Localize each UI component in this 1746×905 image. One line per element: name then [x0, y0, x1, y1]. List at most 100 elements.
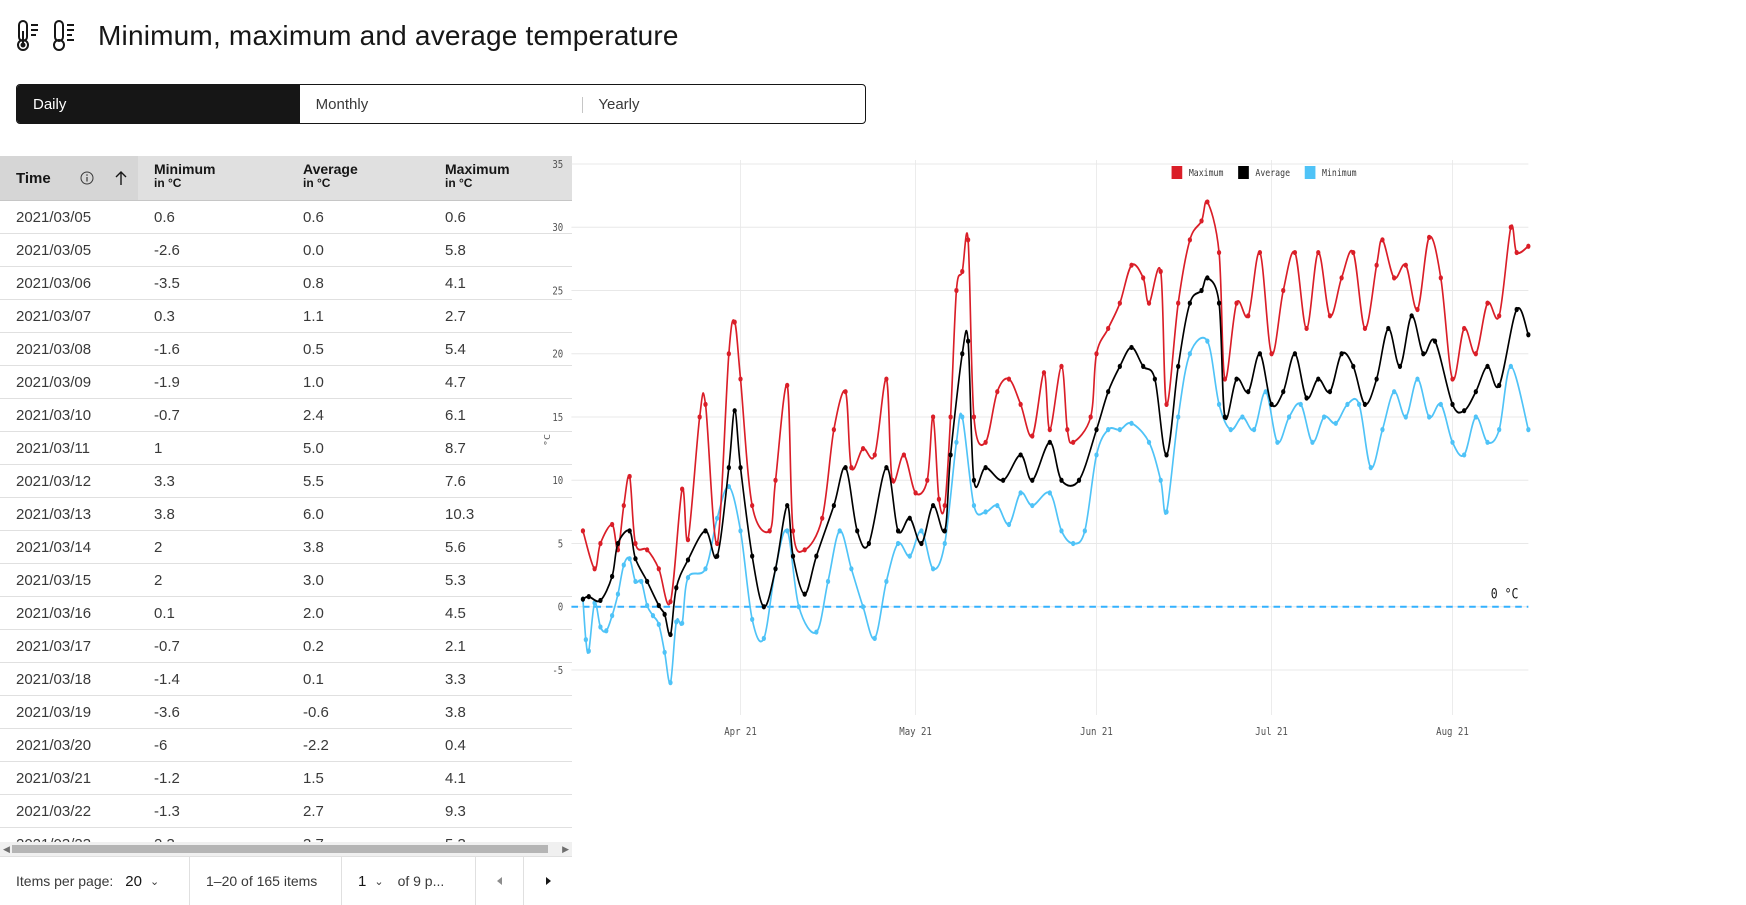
data-point-maximum	[901, 452, 907, 458]
column-header-average[interactable]: Average in °C	[287, 156, 429, 200]
table-row[interactable]: 2021/03/12 3.3 5.5 7.6	[0, 465, 572, 498]
table-row[interactable]: 2021/03/11 1 5.0 8.7	[0, 432, 572, 465]
chevron-down-icon[interactable]: ⌄	[149, 875, 160, 888]
data-point-minimum	[586, 648, 591, 654]
data-point-average	[1106, 389, 1111, 395]
table-row[interactable]: 2021/03/22 -1.3 2.7 9.3	[0, 795, 572, 828]
data-point-average	[843, 465, 848, 471]
data-point-maximum	[1018, 401, 1023, 407]
table-row[interactable]: 2021/03/19 -3.6 -0.6 3.8	[0, 696, 572, 729]
data-point-minimum	[627, 556, 632, 562]
tab-yearly[interactable]: Yearly	[582, 85, 865, 123]
cell-maximum: 4.1	[445, 274, 466, 292]
column-header-time[interactable]: Time	[0, 156, 138, 200]
table-row[interactable]: 2021/03/08 -1.6 0.5 5.4	[0, 333, 572, 366]
tab-monthly[interactable]: Monthly	[315, 95, 369, 113]
table-row[interactable]: 2021/03/13 3.8 6.0 10.3	[0, 498, 572, 531]
table-row[interactable]: 2021/03/10 -0.7 2.4 6.1	[0, 399, 572, 432]
data-point-minimum	[1006, 521, 1012, 528]
tab-daily[interactable]: Daily	[17, 85, 300, 123]
cell-time: 2021/03/14	[16, 538, 92, 556]
data-point-average	[1450, 401, 1455, 407]
column-header-maximum[interactable]: Maximum in °C	[429, 156, 572, 200]
data-point-minimum	[860, 604, 866, 610]
data-point-maximum	[1216, 249, 1222, 256]
data-point-minimum	[674, 619, 679, 625]
data-point-maximum	[1088, 414, 1093, 420]
table-row[interactable]: 2021/03/14 2 3.8 5.6	[0, 531, 572, 564]
table-row[interactable]: 2021/03/09 -1.9 1.0 4.7	[0, 366, 572, 399]
data-point-maximum	[1106, 325, 1111, 332]
legend-swatch-maximum	[1171, 166, 1183, 179]
data-point-average	[1152, 376, 1157, 382]
table-row[interactable]: 2021/03/05 -2.6 0.0 5.8	[0, 234, 572, 267]
cell-time: 2021/03/21	[16, 769, 92, 787]
data-point-average	[1497, 382, 1502, 388]
data-point-average	[1176, 363, 1181, 369]
data-point-average	[855, 528, 860, 534]
cell-minimum: 1	[154, 439, 163, 457]
cell-average: 6.0	[303, 505, 324, 523]
data-point-minimum	[662, 649, 667, 655]
cell-time: 2021/03/17	[16, 637, 92, 655]
table-row[interactable]: 2021/03/06 -3.5 0.8 4.1	[0, 267, 572, 300]
data-point-maximum	[1438, 275, 1443, 281]
cell-minimum: 3.8	[154, 505, 175, 523]
table-row[interactable]: 2021/03/07 0.3 1.1 2.7	[0, 300, 572, 333]
cell-average: 2.7	[303, 802, 324, 820]
data-point-minimum	[1030, 502, 1035, 509]
table-row[interactable]: 2021/03/18 -1.4 0.1 3.3	[0, 663, 572, 696]
table-row[interactable]: 2021/03/16 0.1 2.0 4.5	[0, 597, 572, 630]
scroll-right-icon[interactable]: ▶	[562, 844, 569, 854]
data-point-minimum	[1176, 414, 1181, 420]
items-per-page-select[interactable]: 20	[125, 872, 142, 890]
column-unit-maximum: in °C	[445, 176, 473, 190]
data-point-minimum	[1310, 439, 1315, 445]
table-row[interactable]: 2021/03/17 -0.7 0.2 2.1	[0, 630, 572, 663]
data-point-minimum	[1129, 420, 1134, 426]
table-row[interactable]: 2021/03/05 0.6 0.6 0.6	[0, 201, 572, 234]
data-point-minimum	[656, 621, 661, 628]
table-row[interactable]: 2021/03/20 -6 -2.2 0.4	[0, 729, 572, 762]
x-tick-label: Apr 21	[724, 726, 757, 738]
data-point-maximum	[1141, 275, 1146, 281]
data-point-maximum	[1403, 262, 1408, 268]
cell-time: 2021/03/08	[16, 340, 92, 358]
page-select[interactable]: 1	[358, 872, 367, 890]
data-point-maximum	[773, 477, 778, 483]
cell-maximum: 10.3	[445, 505, 475, 523]
items-per-page: Items per page: 20 ⌄	[0, 857, 190, 905]
y-tick-label: 0	[558, 602, 563, 614]
thermometer-icon	[17, 20, 38, 51]
page-chevron-down-icon[interactable]: ⌄	[374, 875, 384, 888]
cell-maximum: 5.6	[445, 538, 466, 556]
data-point-minimum	[1298, 401, 1303, 407]
data-point-average	[674, 585, 679, 591]
data-point-maximum	[785, 382, 790, 388]
next-page-button[interactable]	[524, 857, 572, 905]
y-tick-label: 15	[552, 412, 563, 424]
table-row[interactable]: 2021/03/15 2 3.0 5.3	[0, 564, 572, 597]
data-point-average	[1526, 332, 1531, 338]
previous-page-button[interactable]	[476, 857, 524, 905]
cell-average: 0.0	[303, 241, 324, 259]
x-tick-label: Aug 21	[1436, 726, 1469, 738]
info-icon[interactable]	[80, 171, 94, 185]
data-point-minimum	[1286, 414, 1292, 420]
column-header-minimum[interactable]: Minimum in °C	[138, 156, 287, 200]
cell-average: 0.1	[303, 670, 324, 688]
data-point-maximum	[971, 414, 977, 420]
scroll-left-icon[interactable]: ◀	[3, 844, 10, 854]
data-point-maximum	[668, 599, 673, 605]
data-point-minimum	[726, 483, 731, 490]
data-point-average	[814, 553, 819, 559]
sort-ascending-icon[interactable]	[114, 170, 128, 186]
data-point-maximum	[1146, 300, 1152, 306]
horizontal-scrollbar[interactable]: ◀ ▶	[0, 842, 572, 856]
data-point-minimum	[604, 628, 609, 634]
table-row[interactable]: 2021/03/21 -1.2 1.5 4.1	[0, 762, 572, 795]
scrollbar-thumb[interactable]	[12, 845, 548, 853]
column-label-maximum: Maximum	[445, 161, 510, 177]
data-point-average	[1257, 351, 1263, 357]
data-point-average	[1117, 363, 1122, 369]
